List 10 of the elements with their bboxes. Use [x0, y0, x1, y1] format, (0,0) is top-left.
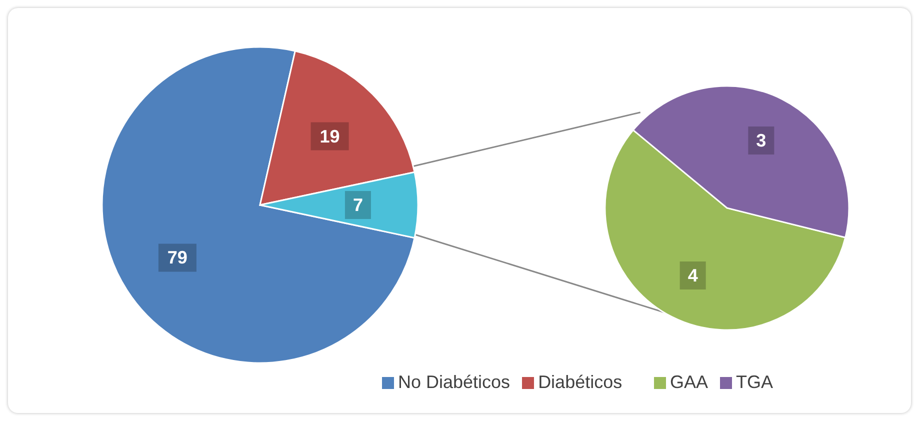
data-label: 79: [167, 248, 188, 268]
data-label: 7: [352, 195, 363, 215]
legend-label: Diabéticos: [538, 372, 622, 393]
data-label: 4: [688, 265, 698, 286]
legend-label: TGA: [736, 372, 774, 393]
pie-slice: [101, 46, 416, 364]
legend-label: GAA: [670, 372, 708, 393]
data-label: 19: [320, 126, 340, 146]
data-label: 3: [756, 130, 766, 151]
legend-label: No Diabéticos: [398, 372, 510, 393]
